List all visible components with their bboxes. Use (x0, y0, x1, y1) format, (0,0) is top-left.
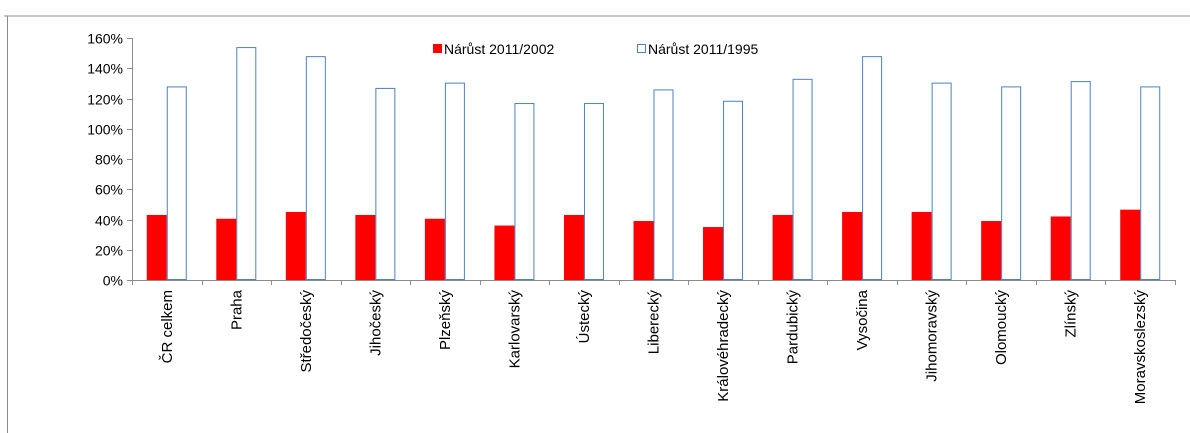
x-axis (132, 280, 1176, 285)
x-tick-label: Královéhradecký (715, 290, 732, 402)
y-tick-label: 60% (95, 182, 123, 198)
x-tick-label: ČR celkem (159, 290, 176, 363)
x-tick-label: Plzeňský (437, 290, 454, 351)
bar-series-1 (981, 221, 1002, 280)
legend-label-series-2: Nárůst 2011/1995 (648, 41, 758, 57)
x-tick-label: Zlínský (1063, 290, 1080, 338)
bar-series-2 (792, 78, 813, 281)
x-tick-label: Praha (228, 289, 245, 330)
x-tick-label: Moravskoslezský (1132, 290, 1149, 405)
x-tick-label: Karlovarský (506, 290, 523, 369)
bar-series-1 (563, 214, 584, 280)
x-tick-label: Jihomoravský (924, 290, 941, 382)
y-tick-label: 100% (87, 122, 123, 138)
bar-series-2 (375, 87, 396, 280)
x-tick-label: Pardubický (785, 290, 802, 365)
bar-series-2 (1001, 86, 1022, 281)
y-tick-label: 40% (95, 213, 123, 229)
legend-label-series-1: Nárůst 2011/2002 (444, 41, 554, 57)
bar-series-2 (514, 103, 535, 280)
bar-series-1 (703, 227, 724, 280)
bar-series-1 (1050, 216, 1071, 280)
bar-series-2 (236, 47, 257, 281)
legend-swatch-series-2 (637, 44, 646, 53)
y-axis: 0% 20% 40% 60% 80% 100% 120% 140% 160% (87, 31, 133, 289)
y-tick-label: 120% (87, 92, 123, 108)
bar-series-1 (355, 214, 376, 280)
bar-series-2 (723, 100, 744, 280)
bar-series-1 (285, 211, 306, 280)
bar-series-2 (166, 86, 187, 281)
bar-series-1 (146, 214, 167, 280)
x-tick-label: Jihočeský (367, 290, 384, 356)
bar-series-2 (583, 103, 604, 280)
y-tick-label: 160% (87, 31, 123, 47)
bar-series-2 (1140, 86, 1161, 281)
bar-series-1 (494, 225, 515, 280)
x-tick-label: Olomoucký (993, 290, 1010, 366)
bar-series-1 (842, 211, 863, 280)
y-tick-label: 80% (95, 152, 123, 168)
bar-series-2 (653, 89, 674, 280)
bars (146, 47, 1161, 281)
bar-series-2 (931, 82, 952, 281)
y-tick-label: 0% (103, 273, 123, 289)
bar-series-2 (1070, 81, 1091, 280)
legend: Nárůst 2011/2002 Nárůst 2011/1995 (433, 41, 758, 57)
x-tick-labels: ČR celkem Praha Středočeský Jihočeský Plzeňs… (159, 289, 1149, 404)
bar-series-1 (424, 218, 445, 280)
y-tick-label: 20% (95, 243, 123, 259)
x-tick-label: Liberecký (646, 290, 663, 355)
bar-series-1 (772, 214, 793, 280)
bar-series-1 (1120, 209, 1141, 280)
legend-swatch-series-1 (433, 44, 442, 53)
bar-series-1 (633, 221, 654, 280)
y-tick-label: 140% (87, 61, 123, 77)
bar-series-1 (911, 211, 932, 280)
x-tick-label: Středočeský (298, 290, 315, 373)
bar-series-1 (216, 218, 237, 280)
bar-series-2 (862, 56, 883, 281)
bar-series-2 (444, 82, 465, 281)
x-tick-label: Ústecký (576, 290, 593, 344)
bar-series-2 (305, 56, 326, 281)
x-tick-label: Vysočina (854, 289, 871, 350)
